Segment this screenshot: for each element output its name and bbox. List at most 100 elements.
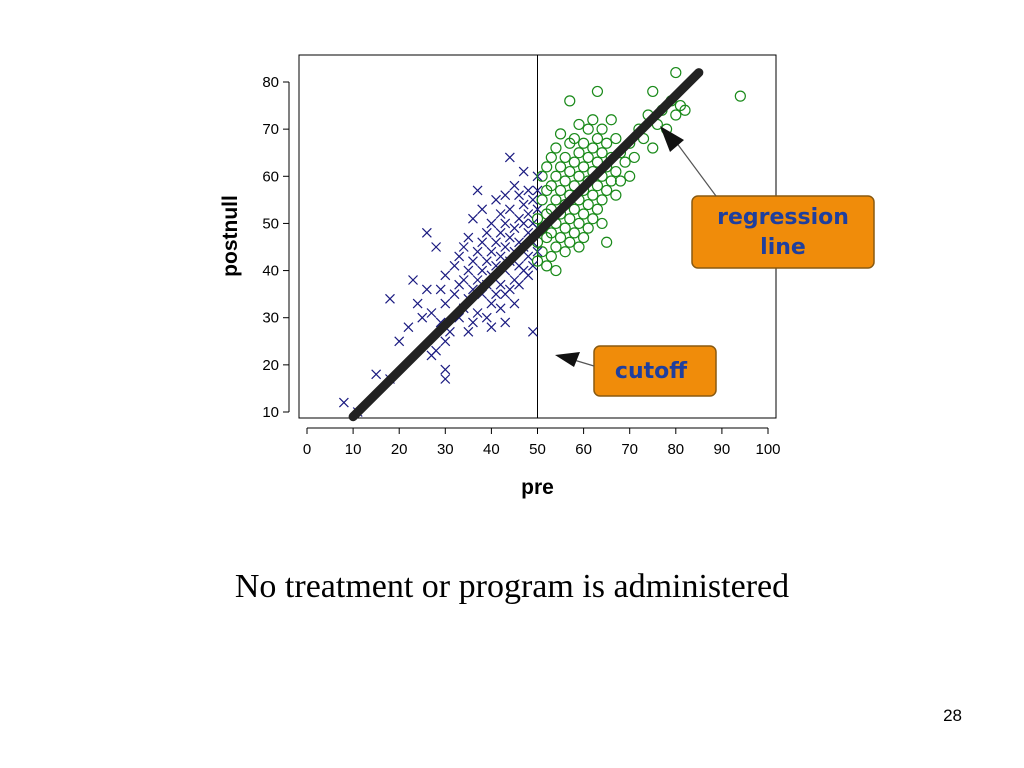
x-marker-stroke xyxy=(371,369,382,380)
x-marker-stroke xyxy=(527,194,538,205)
x-marker-stroke xyxy=(500,242,511,252)
x-marker-point xyxy=(371,369,382,380)
circle-marker-point xyxy=(587,189,599,201)
x-marker-stroke xyxy=(491,260,501,271)
x-marker-point xyxy=(458,275,469,285)
x-marker-stroke xyxy=(481,256,492,267)
x-marker-point xyxy=(509,298,520,309)
x-marker-stroke xyxy=(472,308,483,318)
circle-marker-point xyxy=(545,227,557,239)
x-marker-point xyxy=(518,218,529,229)
circle-marker-point xyxy=(670,109,682,121)
x-marker-stroke xyxy=(491,237,501,248)
cutoff-arrowhead xyxy=(555,352,580,367)
x-marker-stroke xyxy=(468,284,478,295)
x-marker-stroke xyxy=(440,364,451,375)
circle-marker-point xyxy=(591,203,604,215)
x-marker-stroke xyxy=(495,303,506,314)
x-marker-stroke xyxy=(518,265,529,276)
x-marker-point xyxy=(468,213,478,224)
x-marker-point xyxy=(523,270,534,281)
x-marker-point xyxy=(504,232,515,243)
cutoff-callout-box xyxy=(593,345,717,397)
x-tick-label: 0 xyxy=(303,441,311,458)
x-marker-point xyxy=(481,227,492,238)
x-marker-point xyxy=(495,303,506,314)
x-marker-point xyxy=(440,364,451,375)
x-marker-stroke xyxy=(495,209,506,219)
circle-marker-point xyxy=(564,236,576,248)
x-marker-point xyxy=(463,265,474,276)
x-marker-point xyxy=(431,242,442,252)
x-marker-point xyxy=(491,289,501,300)
circle-marker-point xyxy=(591,85,604,98)
y-axis-title: postnull xyxy=(219,195,242,277)
circle-marker-point xyxy=(554,161,567,173)
x-marker-stroke xyxy=(440,270,451,281)
circle-marker-point xyxy=(601,137,613,149)
x-marker-point xyxy=(523,209,534,219)
data-points xyxy=(338,66,746,417)
circle-marker-point xyxy=(587,114,599,126)
x-marker-stroke xyxy=(486,298,497,309)
x-marker-stroke xyxy=(338,397,349,408)
x-marker-point xyxy=(477,265,488,276)
circle-marker-point xyxy=(596,123,608,135)
circle-marker-point xyxy=(577,137,590,149)
x-marker-stroke xyxy=(472,275,483,285)
circle-marker-point xyxy=(536,170,548,182)
y-tick-label: 10 xyxy=(262,404,279,421)
x-marker-stroke xyxy=(523,209,534,219)
x-marker-point xyxy=(417,312,428,323)
x-marker-stroke xyxy=(440,374,451,384)
x-marker-stroke xyxy=(385,293,395,304)
circle-marker-point xyxy=(568,132,580,145)
x-tick-label: 10 xyxy=(345,441,362,458)
circle-marker-point xyxy=(559,175,571,187)
x-marker-point xyxy=(532,185,543,196)
x-marker-stroke xyxy=(472,246,483,257)
circle-marker-point xyxy=(568,203,580,215)
regression-line-layer xyxy=(348,68,704,422)
x-marker-point xyxy=(449,260,460,271)
x-marker-point xyxy=(527,260,538,271)
circle-marker-point xyxy=(591,132,604,145)
x-marker-stroke xyxy=(449,260,460,271)
x-marker-stroke xyxy=(504,152,515,163)
x-marker-stroke xyxy=(491,194,501,205)
x-marker-stroke xyxy=(500,190,511,201)
x-marker-stroke xyxy=(440,336,451,347)
circle-marker-point xyxy=(610,132,622,145)
x-marker-stroke xyxy=(495,227,506,238)
x-marker-point xyxy=(527,194,538,205)
x-tick-label: 70 xyxy=(621,441,638,458)
x-marker-point xyxy=(421,227,432,238)
circle-marker-point xyxy=(568,227,580,239)
x-marker-point xyxy=(468,256,478,267)
y-tick-label: 40 xyxy=(262,263,279,280)
regression-callout-line1: regression xyxy=(717,205,849,230)
x-marker-point xyxy=(518,199,529,210)
x-marker-stroke xyxy=(454,312,465,323)
x-marker-stroke xyxy=(514,190,524,201)
x-marker-point xyxy=(472,275,483,285)
y-tick-label: 60 xyxy=(262,168,279,185)
circle-marker-point xyxy=(564,95,576,107)
circle-marker-point xyxy=(610,189,622,201)
regression-callout-line2: line xyxy=(760,235,806,260)
x-marker-stroke xyxy=(394,336,405,347)
x-marker-point xyxy=(504,284,515,295)
y-tick-label: 20 xyxy=(262,357,279,374)
circle-marker-point xyxy=(559,222,571,234)
x-marker-point xyxy=(463,232,474,243)
x-marker-point xyxy=(486,322,497,333)
circle-marker-point xyxy=(601,236,613,248)
circle-marker-point xyxy=(568,156,580,168)
x-marker-stroke xyxy=(514,279,524,290)
cutoff-callout-pointer xyxy=(573,359,595,367)
regression-callout-box xyxy=(691,195,875,269)
x-marker-point xyxy=(338,397,349,408)
x-marker-stroke xyxy=(523,227,534,238)
circle-marker-point xyxy=(573,147,585,159)
x-marker-stroke xyxy=(440,298,451,309)
